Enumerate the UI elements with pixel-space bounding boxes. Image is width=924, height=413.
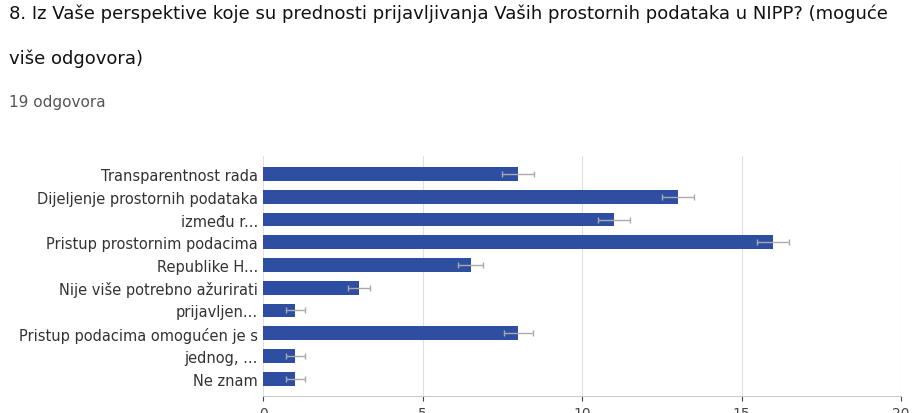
- Bar: [263, 190, 677, 204]
- Bar: [263, 236, 773, 249]
- Bar: [263, 168, 518, 181]
- Text: 19 odgovora: 19 odgovora: [9, 95, 106, 110]
- Bar: [263, 304, 295, 318]
- Bar: [263, 372, 295, 386]
- Bar: [263, 327, 518, 340]
- Text: više odgovora): više odgovora): [9, 50, 143, 68]
- Bar: [263, 281, 359, 295]
- Bar: [263, 259, 470, 272]
- Bar: [263, 213, 614, 227]
- Text: 8. Iz Vaše perspektive koje su prednosti prijavljivanja Vaših prostornih podatak: 8. Iz Vaše perspektive koje su prednosti…: [9, 4, 888, 23]
- Bar: [263, 349, 295, 363]
